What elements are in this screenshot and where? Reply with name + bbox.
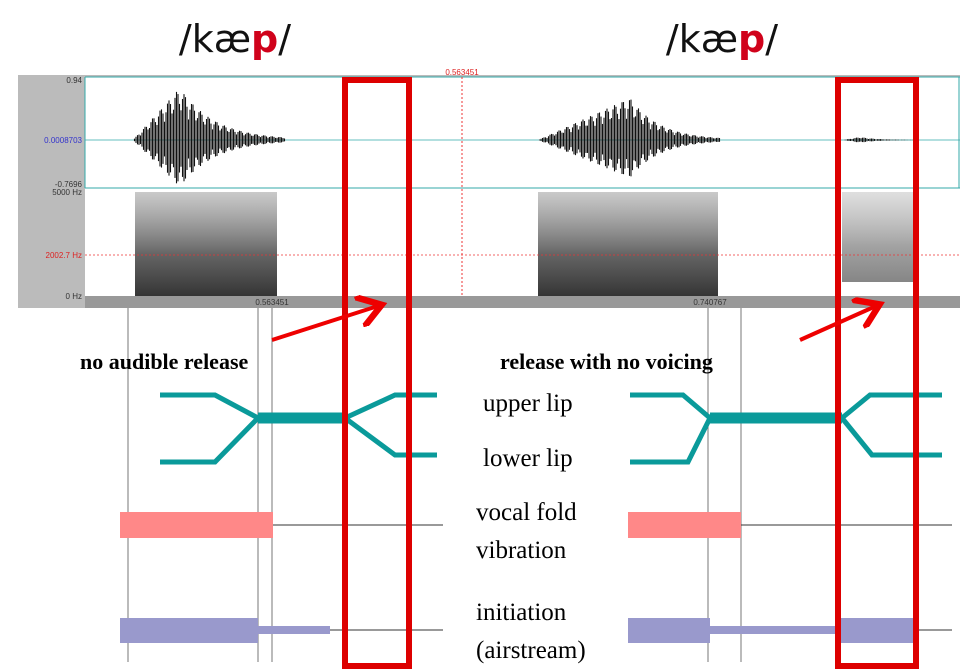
- spectrogram-band: [135, 192, 277, 296]
- row-label: upper lip: [483, 390, 573, 417]
- title: /kæp/: [666, 17, 778, 61]
- time-bar: [85, 296, 960, 308]
- arrow: [272, 306, 378, 340]
- amp-label: 0.0008703: [44, 136, 82, 145]
- annotation: no audible release: [80, 349, 249, 374]
- cursor-label: 0.563451: [445, 68, 479, 77]
- freq-label: 5000 Hz: [52, 188, 82, 197]
- spectrogram-band: [538, 192, 718, 296]
- freq-label: 2002.7 Hz: [46, 251, 82, 260]
- row-label: vibration: [476, 537, 567, 564]
- row-label: vocal fold: [476, 499, 577, 526]
- diagram: /kæp/ /kæp/ 0.94 0.0008703 -0.7696 5000 …: [0, 0, 970, 672]
- duration-label: 0.740767: [693, 298, 727, 307]
- duration-label: 0.563451: [255, 298, 289, 307]
- title: /kæp/: [179, 17, 291, 61]
- freq-label: 0 Hz: [66, 292, 82, 301]
- amp-label: 0.94: [66, 76, 82, 85]
- spectrogram-band: [842, 192, 917, 282]
- annotation: release with no voicing: [500, 349, 713, 374]
- row-label: initiation: [476, 599, 567, 626]
- row-label: (airstream): [476, 637, 586, 664]
- row-label: lower lip: [483, 445, 573, 472]
